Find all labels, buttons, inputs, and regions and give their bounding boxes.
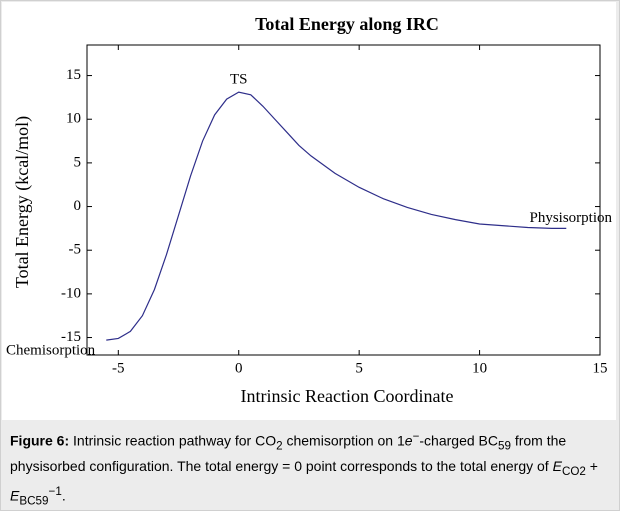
y-tick-label: 0 — [74, 198, 82, 214]
y-tick-label: -15 — [61, 329, 81, 345]
caption-italic: e — [404, 432, 413, 449]
y-tick-label: 10 — [66, 111, 81, 127]
annotation: Chemisorption — [6, 342, 96, 358]
x-tick-label: 15 — [593, 360, 608, 376]
caption-text: + — [585, 458, 598, 475]
caption-text: from the physisorbed configuration. The … — [10, 432, 567, 475]
y-tick-label: -5 — [69, 242, 82, 258]
caption-italic: E — [10, 487, 20, 504]
x-tick-label: 5 — [355, 360, 363, 376]
caption-text: Intrinsic reaction pathway for CO — [69, 432, 277, 449]
caption-text: chemisorption on 1 — [282, 432, 405, 449]
plot-frame — [86, 44, 601, 356]
y-tick-label: -10 — [61, 285, 81, 301]
caption: Figure 6: Intrinsic reaction pathway for… — [10, 427, 610, 512]
caption-label: Figure 6: — [10, 432, 70, 449]
y-axis-label: Total Energy (kcal/mol) — [12, 116, 33, 288]
x-tick-label: -5 — [112, 360, 125, 376]
caption-text: -charged BC — [419, 432, 498, 449]
caption-sub: 59 — [497, 439, 511, 453]
x-tick-label: 0 — [235, 360, 243, 376]
y-tick-label: 5 — [74, 154, 82, 170]
caption-italic: E — [552, 458, 562, 475]
annotation: TS — [230, 72, 248, 88]
chart: Total Energy along IRC Intrinsic Reactio… — [2, 2, 616, 420]
caption-sub: BC59 — [19, 494, 49, 508]
chart-title: Total Energy along IRC — [255, 14, 439, 34]
caption-sup: − — [412, 430, 420, 443]
annotation: Physisorption — [529, 210, 612, 226]
line-series — [106, 91, 567, 341]
x-tick-label: 10 — [472, 360, 487, 376]
caption-sup: −1 — [48, 485, 62, 499]
caption-sub: CO2 — [561, 465, 586, 479]
caption-sub: 2 — [276, 439, 283, 453]
x-axis-label: Intrinsic Reaction Coordinate — [241, 386, 454, 406]
caption-text: . — [61, 487, 66, 504]
y-tick-label: 15 — [66, 67, 81, 83]
